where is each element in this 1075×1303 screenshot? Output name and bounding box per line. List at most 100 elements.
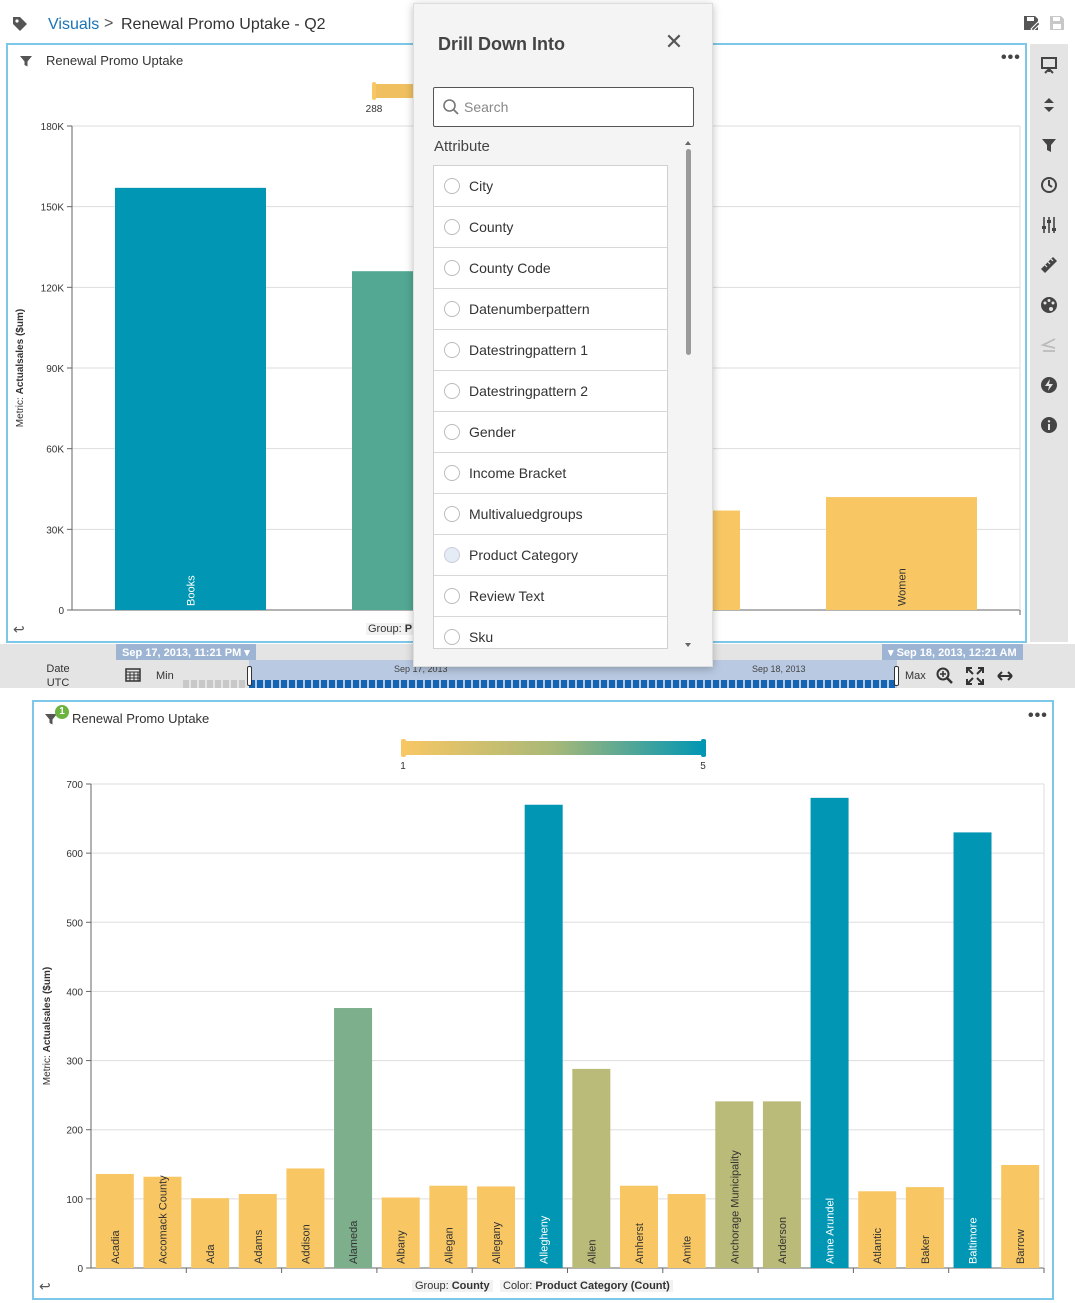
attribute-option-datenumberpattern[interactable]: Datenumberpattern [434, 289, 667, 330]
attribute-option-sku[interactable]: Sku [434, 617, 667, 648]
bottom-group-label: Group: County [412, 1280, 493, 1292]
info-icon[interactable] [1040, 416, 1058, 434]
save-as-icon[interactable] [1022, 14, 1040, 32]
bar [286, 1168, 325, 1268]
y-tick-label: 120K [41, 283, 65, 294]
attribute-label: Datestringpattern 1 [469, 342, 589, 358]
attribute-label: Gender [469, 424, 516, 440]
filter-icon[interactable] [1040, 136, 1058, 154]
attribute-option-multivaluedgroups[interactable]: Multivaluedgroups [434, 494, 667, 535]
timeline-start-handle[interactable] [247, 666, 252, 686]
timeline-excluded-range [183, 680, 247, 688]
bar-category-label: Baker [920, 1235, 932, 1264]
radio-button[interactable] [444, 547, 460, 563]
radio-button[interactable] [444, 178, 460, 194]
attribute-label: County [469, 219, 514, 235]
bar [905, 1187, 944, 1268]
zoom-in-icon[interactable] [936, 667, 954, 685]
close-icon[interactable]: ✕ [664, 29, 684, 54]
y-tick-label: 180K [41, 122, 65, 133]
filter-count-badge: 1 [55, 705, 69, 719]
bottom-visual-title: Renewal Promo Uptake [72, 711, 210, 726]
y-tick-label: 600 [66, 849, 83, 860]
bar-category-label: Amherst [634, 1223, 646, 1264]
bar [115, 187, 266, 610]
radio-button[interactable] [444, 629, 460, 645]
timeline-end-handle[interactable] [894, 666, 899, 686]
attribute-option-datestringpattern-1[interactable]: Datestringpattern 1 [434, 330, 667, 371]
page-title: Renewal Promo Uptake - Q2 [121, 16, 326, 33]
radio-button[interactable] [444, 383, 460, 399]
more-options-icon[interactable]: ••• [1001, 49, 1021, 66]
bar [858, 1191, 897, 1268]
right-toolbar [1030, 44, 1068, 642]
clock-icon[interactable] [1040, 176, 1058, 194]
y-tick-label: 500 [66, 918, 83, 929]
undo-drill-icon[interactable]: ↩ [13, 621, 25, 637]
y-tick-label: 0 [58, 606, 64, 617]
timeline-tick-date: Sep 18, 2013 [752, 664, 806, 674]
radio-button[interactable] [444, 588, 460, 604]
attribute-label: Datenumberpattern [469, 301, 590, 317]
attribute-option-product-category[interactable]: Product Category [434, 535, 667, 576]
bar-category-label: Anderson [777, 1217, 789, 1264]
y-tick-label: 90K [46, 364, 64, 375]
attribute-label: County Code [469, 260, 551, 276]
dialog-scrollbar[interactable] [684, 140, 692, 650]
save-icon[interactable] [1048, 14, 1066, 32]
bar [429, 1185, 468, 1268]
attribute-option-city[interactable]: City [434, 166, 667, 207]
attribute-option-income-bracket[interactable]: Income Bracket [434, 453, 667, 494]
filter-icon[interactable] [44, 712, 58, 726]
legend-gradient [404, 741, 704, 755]
timeline-tick-date: Sep 17, 2013 [394, 664, 448, 674]
presentation-icon[interactable] [1040, 56, 1058, 74]
bar [953, 832, 992, 1268]
attribute-option-county-code[interactable]: County Code [434, 248, 667, 289]
undo-drill-icon[interactable]: ↩ [39, 1278, 51, 1294]
bar [524, 804, 563, 1268]
bar [334, 1008, 373, 1268]
timeline-end-flag[interactable]: ▾ Sep 18, 2013, 12:21 AM [882, 644, 1023, 660]
radio-button[interactable] [444, 260, 460, 276]
attribute-option-gender[interactable]: Gender [434, 412, 667, 453]
legend-gradient [374, 84, 414, 98]
legend-min-handle [372, 82, 376, 100]
timeline-min-label[interactable]: Min [156, 670, 174, 682]
palette-icon[interactable] [1040, 296, 1058, 314]
bar-category-label: Acadia [110, 1229, 122, 1264]
breadcrumb-visuals-link[interactable]: Visuals [48, 16, 100, 33]
radio-button[interactable] [444, 465, 460, 481]
ruler-icon[interactable] [1040, 256, 1058, 274]
bar [667, 1194, 706, 1268]
bar-category-label: Anne Arundel [825, 1198, 837, 1264]
bar [810, 797, 849, 1268]
attribute-option-county[interactable]: County [434, 207, 667, 248]
lightning-icon[interactable] [1040, 376, 1058, 394]
filter-icon[interactable] [19, 54, 33, 68]
search-input[interactable] [464, 96, 684, 118]
top-visual-title: Renewal Promo Uptake [46, 53, 184, 68]
calendar-icon[interactable] [125, 668, 141, 682]
y-tick-label: 60K [46, 445, 64, 456]
bottom-bar-chart: 0 100 200 300 400 500 600 700 Metric: Actualsale… [42, 739, 1045, 1275]
radio-button[interactable] [444, 424, 460, 440]
pan-arrows-icon[interactable] [996, 668, 1014, 684]
timeline-max-label[interactable]: Max [905, 670, 926, 682]
scrollbar-thumb[interactable] [686, 149, 691, 355]
sliders-icon[interactable] [1040, 216, 1058, 234]
radio-button[interactable] [444, 506, 460, 522]
radio-button[interactable] [444, 301, 460, 317]
more-options-icon[interactable]: ••• [1028, 707, 1048, 724]
sort-icon[interactable] [1040, 96, 1058, 114]
tag-icon [13, 17, 27, 31]
attribute-label: Income Bracket [469, 465, 567, 481]
radio-button[interactable] [444, 342, 460, 358]
y-tick-label: 30K [46, 525, 64, 536]
radio-button[interactable] [444, 219, 460, 235]
attribute-option-review-text[interactable]: Review Text [434, 576, 667, 617]
search-icon [443, 99, 459, 115]
expand-icon[interactable] [966, 667, 984, 685]
attribute-option-datestringpattern-2[interactable]: Datestringpattern 2 [434, 371, 667, 412]
timeline-start-flag[interactable]: Sep 17, 2013, 11:21 PM ▾ [116, 644, 256, 660]
